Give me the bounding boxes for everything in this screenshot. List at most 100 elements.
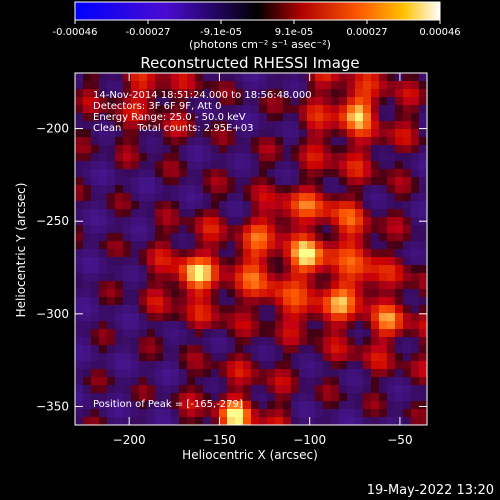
- heatmap-cell: [243, 73, 252, 82]
- heatmap-cell: [387, 185, 396, 194]
- heatmap-cell: [179, 401, 188, 410]
- heatmap-cell: [83, 169, 92, 178]
- heatmap-cell: [267, 73, 276, 82]
- heatmap-cell: [379, 225, 388, 234]
- heatmap-cell: [243, 153, 252, 162]
- x-tick-label: −100: [293, 433, 326, 447]
- heatmap-cell: [323, 321, 332, 330]
- heatmap-cell: [83, 313, 92, 322]
- heatmap-cell: [219, 169, 228, 178]
- heatmap-cell: [331, 313, 340, 322]
- heatmap-cell: [187, 209, 196, 218]
- heatmap-cell: [371, 281, 380, 290]
- heatmap-cell: [307, 305, 316, 314]
- heatmap-cell: [339, 409, 348, 418]
- heatmap-cell: [131, 73, 140, 82]
- heatmap-cell: [115, 369, 124, 378]
- heatmap-cell: [251, 377, 260, 386]
- heatmap-cell: [395, 193, 404, 202]
- heatmap-cell: [147, 193, 156, 202]
- heatmap-cell: [147, 209, 156, 218]
- heatmap-cell: [147, 321, 156, 330]
- heatmap-cell: [315, 417, 324, 426]
- heatmap-cell: [283, 273, 292, 282]
- heatmap-cell: [187, 121, 196, 130]
- heatmap-cell: [251, 233, 260, 242]
- heatmap-cell: [187, 329, 196, 338]
- heatmap-cell: [403, 265, 412, 274]
- heatmap-cell: [115, 153, 124, 162]
- heatmap-cell: [131, 393, 140, 402]
- x-axis: −200 −150 −100 −50: [113, 73, 413, 447]
- heatmap-cell: [91, 137, 100, 146]
- heatmap-cell: [187, 145, 196, 154]
- heatmap-cell: [83, 129, 92, 138]
- heatmap-cell: [227, 81, 236, 90]
- heatmap-cell: [91, 233, 100, 242]
- heatmap-cell: [211, 113, 220, 122]
- heatmap-cell: [355, 193, 364, 202]
- heatmap-cell: [187, 105, 196, 114]
- heatmap-cell: [243, 121, 252, 130]
- heatmap-cell: [315, 129, 324, 138]
- heatmap-cell: [419, 225, 428, 234]
- heatmap-cell: [291, 249, 300, 258]
- heatmap-cell: [403, 97, 412, 106]
- heatmap-cell: [267, 217, 276, 226]
- heatmap-cell: [395, 369, 404, 378]
- heatmap-cell: [171, 265, 180, 274]
- heatmap-cell: [299, 313, 308, 322]
- heatmap-cell: [291, 177, 300, 186]
- heatmap-cell: [347, 137, 356, 146]
- heatmap-cell: [107, 233, 116, 242]
- heatmap-cell: [211, 225, 220, 234]
- heatmap-cell: [315, 145, 324, 154]
- heatmap-cell: [235, 201, 244, 210]
- heatmap-cell: [211, 273, 220, 282]
- heatmap-cell: [99, 201, 108, 210]
- heatmap-cell: [227, 289, 236, 298]
- heatmap-cell: [203, 417, 212, 426]
- heatmap-cell: [283, 113, 292, 122]
- heatmap-cell: [291, 321, 300, 330]
- heatmap-cell: [83, 289, 92, 298]
- heatmap-cell: [275, 185, 284, 194]
- heatmap-cell: [339, 273, 348, 282]
- heatmap-cell: [243, 353, 252, 362]
- heatmap-cell: [291, 209, 300, 218]
- heatmap-cell: [155, 329, 164, 338]
- heatmap-cell: [179, 145, 188, 154]
- heatmap-cell: [251, 337, 260, 346]
- heatmap-cell: [251, 345, 260, 354]
- heatmap-cell: [219, 161, 228, 170]
- heatmap-cell: [331, 233, 340, 242]
- heatmap-cell: [179, 225, 188, 234]
- heatmap-cell: [355, 209, 364, 218]
- heatmap-cell: [123, 385, 132, 394]
- heatmap-cell: [291, 353, 300, 362]
- heatmap-cell: [347, 417, 356, 426]
- heatmap-cell: [339, 337, 348, 346]
- heatmap-cell: [123, 313, 132, 322]
- heatmap-cell: [363, 153, 372, 162]
- heatmap-cell: [315, 81, 324, 90]
- heatmap-cell: [115, 89, 124, 98]
- heatmap-cell: [131, 129, 140, 138]
- heatmap-cell: [155, 169, 164, 178]
- heatmap-cell: [83, 201, 92, 210]
- heatmap-cell: [187, 89, 196, 98]
- heatmap-cell: [99, 257, 108, 266]
- heatmap-cell: [307, 97, 316, 106]
- heatmap-cell: [91, 361, 100, 370]
- heatmap-cell: [419, 401, 428, 410]
- heatmap-cell: [419, 169, 428, 178]
- heatmap-cell: [203, 369, 212, 378]
- heatmap-cell: [171, 401, 180, 410]
- heatmap-image: [75, 73, 428, 426]
- heatmap-cell: [123, 105, 132, 114]
- heatmap-cell: [99, 129, 108, 138]
- heatmap-cell: [131, 417, 140, 426]
- heatmap-cell: [403, 73, 412, 82]
- heatmap-cell: [267, 377, 276, 386]
- heatmap-cell: [283, 257, 292, 266]
